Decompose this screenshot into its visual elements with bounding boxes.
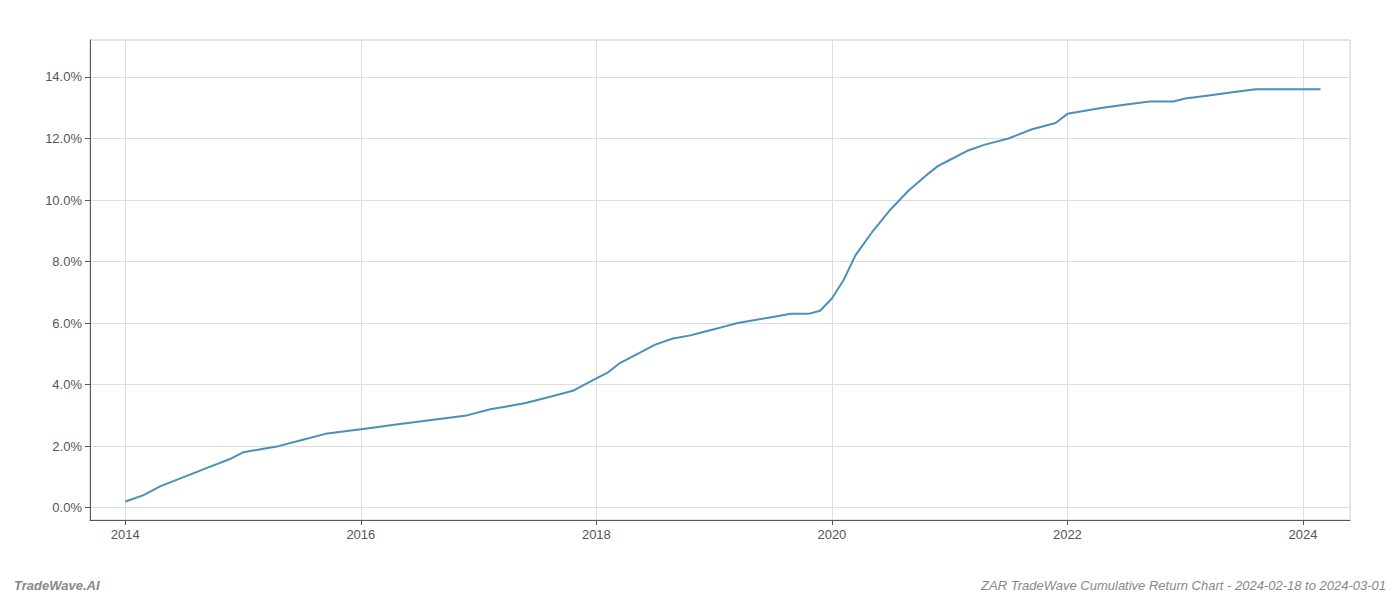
svg-text:2020: 2020 [817,527,846,542]
svg-text:8.0%: 8.0% [52,254,82,269]
svg-text:14.0%: 14.0% [45,69,82,84]
svg-text:TradeWave.AI: TradeWave.AI [14,578,100,593]
svg-text:2024: 2024 [1288,527,1317,542]
svg-text:2.0%: 2.0% [52,439,82,454]
svg-text:2016: 2016 [346,527,375,542]
svg-text:2022: 2022 [1053,527,1082,542]
svg-text:0.0%: 0.0% [52,500,82,515]
svg-text:2014: 2014 [111,527,140,542]
svg-text:2018: 2018 [582,527,611,542]
svg-text:12.0%: 12.0% [45,131,82,146]
svg-text:6.0%: 6.0% [52,316,82,331]
svg-text:ZAR TradeWave Cumulative Retur: ZAR TradeWave Cumulative Return Chart - … [980,578,1386,593]
svg-text:10.0%: 10.0% [45,193,82,208]
svg-text:4.0%: 4.0% [52,377,82,392]
